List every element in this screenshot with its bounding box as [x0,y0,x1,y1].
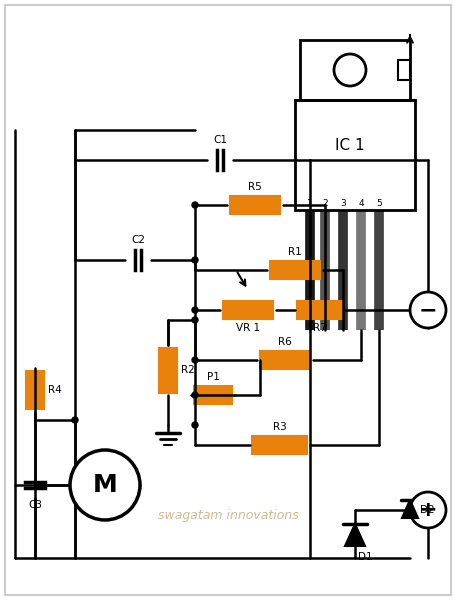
Bar [259,351,309,369]
Text: D1: D1 [357,552,372,562]
Text: R4: R4 [48,385,61,395]
Text: R3: R3 [273,422,286,432]
Bar [193,386,232,404]
Text: C2: C2 [131,235,145,245]
Bar [222,301,273,319]
Circle shape [192,257,197,263]
Circle shape [192,307,197,313]
Bar [294,100,414,210]
Bar [252,436,307,454]
Text: D2: D2 [419,505,434,515]
Text: C3: C3 [28,500,42,510]
Circle shape [333,54,365,86]
Text: 2: 2 [322,199,327,208]
Text: +: + [418,500,436,520]
Text: R1: R1 [288,247,301,257]
Circle shape [72,417,78,423]
Text: R2: R2 [181,365,194,375]
Text: R7: R7 [313,323,326,333]
Text: VR 1: VR 1 [235,323,259,333]
Circle shape [409,292,445,328]
Text: IC 1: IC 1 [334,137,364,152]
Circle shape [192,357,197,363]
Bar [229,196,279,214]
Text: 4: 4 [357,199,363,208]
Circle shape [192,392,197,398]
Polygon shape [401,500,417,518]
Text: −: − [418,300,436,320]
Bar [297,301,342,319]
Text: 3: 3 [339,199,345,208]
Bar [299,40,409,100]
Bar [26,371,44,409]
Circle shape [192,202,197,208]
Text: R6: R6 [278,337,291,347]
Text: swagatam innovations: swagatam innovations [157,509,298,521]
Text: C1: C1 [212,135,227,145]
Text: 5: 5 [375,199,381,208]
Bar [397,60,409,80]
Bar [269,261,319,279]
Text: P1: P1 [206,372,219,382]
Circle shape [70,450,140,520]
Text: R5: R5 [248,182,261,192]
Text: M: M [92,473,117,497]
Text: 1: 1 [307,199,312,208]
Circle shape [409,492,445,528]
Bar [159,347,177,392]
Polygon shape [344,524,364,546]
Circle shape [192,317,197,323]
Circle shape [192,422,197,428]
